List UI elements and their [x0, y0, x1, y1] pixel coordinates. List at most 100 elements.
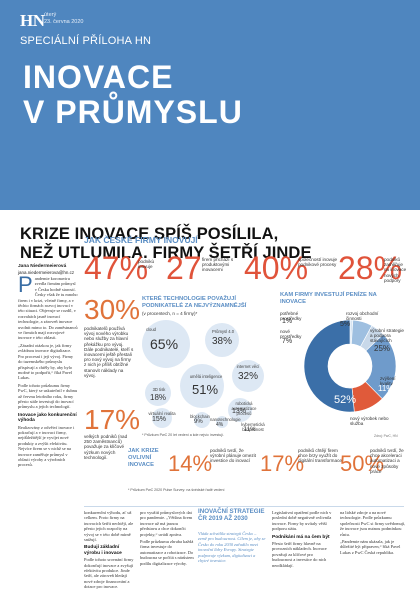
- invest-title: KAM FIRMY INVESTUJÍ PENÍZE NA INOVACE: [280, 292, 377, 305]
- author-email[interactable]: jana.niedermeierova@hn.cz: [18, 269, 75, 275]
- dropcap: P: [18, 276, 33, 297]
- innovation-strategy-text: Vláda schválila strategii Česko – země p…: [198, 531, 266, 564]
- stat-4-value: 28%: [338, 250, 403, 286]
- article-column-2: konkurenční výhodu, ať už celkem. Proto …: [84, 510, 136, 596]
- blocker-2-value: 17%: [260, 451, 305, 476]
- blocker-3-label: podniků tvrdí, že chce akceleraci automa…: [370, 448, 404, 474]
- stat-2-label: firem přichází s produktovými inovacemi: [202, 257, 234, 273]
- col2-subhead: Budují základní výrobu i inovace: [84, 545, 122, 556]
- bubble-industry40-label: Průmysl 4.0: [211, 329, 235, 334]
- bubble-rpa: [228, 398, 252, 422]
- author-byline: Jana Niedermeierová jana.niedermeierova@…: [18, 263, 74, 275]
- invest-seg-5-value: 11%: [378, 384, 394, 393]
- col1-paragraph-2: „Zásadní otázkou je, jak firmy zvládnou …: [18, 342, 74, 381]
- invest-seg-6-label: nový výrobek nebo služba: [350, 416, 389, 427]
- author-name: Jana Niedermeierová: [18, 264, 67, 269]
- invest-seg-3-label: rozvoj obchodní činnosti: [346, 311, 379, 322]
- stat-3-value: 40%: [244, 250, 309, 286]
- col4-paragraph-2: Přesto šetří firmy hlavně na provozních …: [272, 541, 327, 568]
- invest-seg-2-label: nové prostředky: [280, 329, 302, 340]
- col1-paragraph-3: Podle tohoto průzkumu firmy PwC, který s…: [18, 382, 78, 410]
- title-line-2: V PRŮMYSLU: [23, 94, 243, 130]
- col4-paragraph-1: Legislativní opatření podle nich v posle…: [272, 510, 332, 532]
- col4-subhead: Podnikání má na čem být: [272, 534, 330, 540]
- blockers-note: * Průzkum PwC 2020 Pulse Survey: na švéd…: [128, 488, 225, 492]
- bubble-cyber-value: 11%: [244, 427, 256, 433]
- tech-title: KTERÉ TECHNOLOGIE POVAŽUJÍ PODNIKATELÉ Z…: [142, 296, 247, 309]
- stat-30-value: 30%: [84, 294, 141, 325]
- bubble-cloud: [142, 320, 190, 368]
- article-column-4: Legislativní opatření podle nich v posle…: [272, 510, 334, 596]
- article-column-1: P andemie koronaviru zvedla firmám průmy…: [18, 276, 78, 596]
- col1-subhead: Inovace jako konkurenční výhoda: [18, 412, 77, 424]
- bubble-ai: [180, 364, 224, 408]
- stat-30-label: podnikatelů používá vývoj nového výrobku…: [84, 326, 134, 378]
- bubble-nanotech: [216, 416, 228, 428]
- infographic-panel: JAK ČESKÉ FIRMY INOVUJÍ 47% podnikù inov…: [84, 235, 406, 504]
- article-column-5: na lidské zdroje a na nové technologie. …: [340, 510, 406, 596]
- bubble-rpa-value: 13%: [232, 408, 247, 415]
- bubble-vr-label: virtuální realita: [148, 411, 176, 416]
- invest-seg-6-value: 52%: [334, 394, 357, 406]
- stat-2-value: 27: [166, 250, 202, 286]
- bubble-ai-value: 51%: [192, 382, 219, 397]
- bubble-ai-label: umělá inteligence: [189, 374, 223, 379]
- bubble-cloud-value: 65%: [150, 336, 179, 352]
- bubble-rpa-label: robotická automatizace procesů: [231, 401, 257, 416]
- headline-line-2: NEŽ UTLUMILA. FIRMY ŠETŘÍ JINDE: [20, 244, 312, 262]
- stat-1-label: podnikù inovuje: [138, 259, 155, 270]
- col1-paragraph-4: Realizovány z odvětví inovace i pokračuj…: [18, 424, 75, 468]
- donut-segment-6: [303, 319, 355, 413]
- blocker-1-label: podniků tvrdí, že výrobní plánuje omezit…: [210, 448, 256, 464]
- bubble-3d-print: [145, 380, 171, 406]
- blocker-3-value: 50%: [340, 451, 385, 476]
- tech-subtitle: (v procentech, n = 4 firmy)*: [142, 311, 198, 316]
- dateline: úterý 23. června 2020: [44, 12, 83, 26]
- innovation-strategy-title: INOVAČNÍ STRATEGIE ČR 2019 AŽ 2030: [198, 508, 265, 522]
- bubble-blockchain-value: 9%: [194, 419, 203, 425]
- invest-source: Zdroj: PwC, HN: [374, 434, 398, 438]
- blockers-title: JAK KRIZE OVLIVNÍ INOVACE: [128, 448, 159, 468]
- bubble-nanotech-value: 4%: [216, 422, 224, 428]
- bubble-iot-value: 32%: [238, 371, 259, 382]
- title-line-1: INOVACE: [23, 59, 174, 95]
- tech-note: * Průzkum PwC 20 let vedení a kde nejvíc…: [142, 433, 225, 437]
- bubble-3d-value: 18%: [150, 393, 167, 402]
- article-headline: KRIZE INOVACE SPÍŠ POSÍLILA, NEŽ UTLUMIL…: [20, 225, 312, 263]
- invest-seg-5-label: zvýšení kvality: [380, 376, 396, 387]
- invest-donut-chart: [303, 319, 397, 413]
- bubble-vr: [152, 408, 172, 428]
- invest-seg-1-label: potřebné prostředky: [280, 311, 302, 322]
- invest-seg-4-value: 25%: [374, 344, 391, 353]
- infographic-title: JAK ČESKÉ FIRMY INOVUJÍ: [84, 235, 198, 245]
- tech-bubble-chart: [142, 320, 264, 428]
- col5-paragraph-2: „Pandemie nám ukázala, jak je důležité b…: [340, 539, 401, 555]
- col1-paragraph-1: andemie koronaviru zvedla firmám průmysl…: [18, 276, 78, 341]
- bubble-cyber-label: kybernetická bezpečnost: [241, 422, 265, 432]
- col3-paragraph-1: pro využití průmyslových dat pro pandemi…: [140, 510, 193, 537]
- bubble-vr-value: 15%: [152, 416, 167, 423]
- bubble-industry40-value: 38%: [212, 336, 233, 347]
- hero-banner: HN úterý 23. června 2020 SPECIÁLNÍ PŘÍLO…: [0, 0, 420, 210]
- bubble-cloud-label: cloud: [146, 327, 157, 332]
- page-title: INOVACE V PRŮMYSLU: [23, 60, 243, 130]
- invest-seg-3-value: 5%: [340, 321, 351, 328]
- bubble-nanotech-label: nanotechnologie: [210, 417, 241, 422]
- bubble-iot-label: internet věcí: [236, 364, 260, 369]
- invest-seg-4-label: výrobní strategie a podpora stávajících: [370, 328, 404, 344]
- stat-17-value: 17%: [84, 404, 141, 435]
- article-column-3: pro využití průmyslových dat pro pandemi…: [140, 510, 194, 596]
- blocker-2-label: podniků chtějí firem chce brzy využít do…: [298, 448, 342, 464]
- stat-4-label: podniků zaměřuje na inovace nových podpo…: [384, 257, 407, 283]
- stat-17-label: velkých podniků (nad 250 zaměstnanců) po…: [84, 434, 128, 460]
- dateline-date: 23. června 2020: [44, 18, 84, 25]
- supplement-label: SPECIÁLNÍ PŘÍLOHA HN: [20, 35, 152, 47]
- col5-paragraph-1: na lidské zdroje a na nové technologie. …: [340, 510, 406, 537]
- col2-paragraph-2: Podle tohoto srovnání firmy dokončují in…: [84, 557, 134, 590]
- invest-seg-1-value: 1%: [282, 318, 293, 325]
- stat-3-label: společností inovuje podnikové procesy: [298, 257, 338, 268]
- dateline-day: úterý: [44, 12, 57, 18]
- bubble-blockchain-label: blockchain: [190, 414, 210, 419]
- invest-seg-2-value: 7%: [282, 338, 293, 345]
- bubble-industry40: [205, 323, 239, 357]
